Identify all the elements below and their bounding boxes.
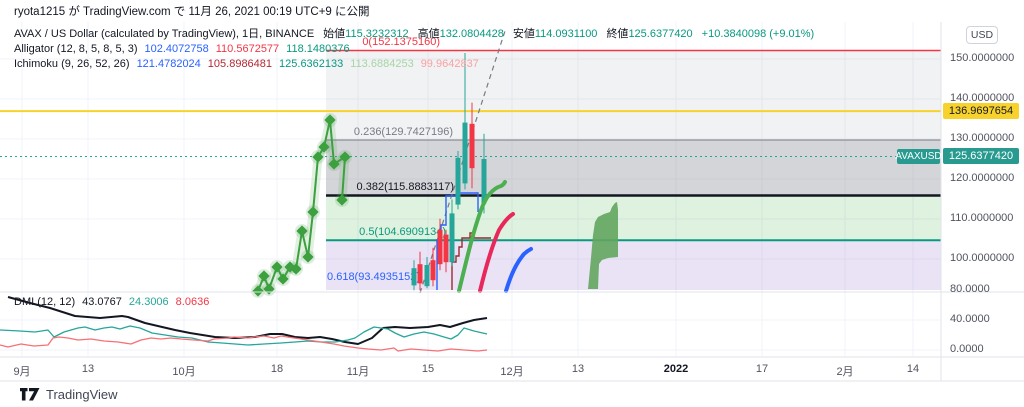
price-tick: 130.0000000 [950,132,1015,144]
alligator-lips-proj [457,180,507,293]
dmi-legend-row[interactable]: DMI (12, 12) 43.0767 24.3006 8.0636 [14,296,210,308]
indicator-value: 105.8986481 [207,58,273,70]
high-value: 高値132.0804428 [417,28,504,40]
indicator-value: 99.9642837 [420,58,479,70]
candle-body [469,123,475,169]
zigzag-diamond-marker [328,158,340,170]
symbol-title: AVAX / US Dollar (calculated by TradingV… [14,28,315,40]
zigzag-diamond-marker [318,141,330,153]
change-value: +10.3840098 (+9.01%) [701,28,815,40]
indicator-value: 43.0767 [82,296,122,308]
tradingview-watermark[interactable]: TradingView [20,387,118,402]
dmi-values: 43.0767 24.3006 8.0636 [75,296,209,308]
time-label: 14 [906,363,920,375]
time-label: 2022 [663,363,689,375]
alligator-jaw-proj [504,247,533,293]
dmi-minus-di-line [0,335,488,352]
candle-body [411,268,417,286]
candle-body [437,229,443,265]
candle-body [481,159,487,204]
time-label: 15 [421,363,435,375]
open-value: 始値115.3232312 [323,28,409,40]
indicator-value: 121.4782024 [136,58,201,70]
publish-attribution: ryota1215 が TradingView.com で 11月 26, 20… [14,6,370,18]
price-label: 136.9697654 [943,103,1019,120]
dmi-tick: 0.0000 [950,343,984,355]
candle-body [449,213,455,263]
tradingview-logo-icon [20,388,40,401]
indicator-value: 125.6362133 [279,58,344,70]
ichimoku-legend-row[interactable]: Ichimoku (9, 26, 52, 26) 121.4782024 105.8… [14,58,479,70]
candle-body [424,265,430,287]
zigzag-diamond-marker [302,251,314,263]
ichimoku-cloud [588,202,618,289]
zigzag-diamond-marker [271,261,283,273]
price-tick: 120.0000000 [950,172,1015,184]
time-label: 13 [81,363,95,375]
close-value: 終値125.6377420 [606,28,693,40]
dmi-tick: 80.0000 [950,283,990,295]
candle-body [462,122,468,184]
candle-body [443,234,449,263]
alligator-teeth-proj [478,212,515,293]
tradingview-logo-text: TradingView [46,387,118,402]
price-label: 125.6377420 [943,148,1019,165]
fib-label-0.5: 0.5(104.6909134) [359,226,446,239]
fib-label-0.236: 0.236(129.7427196) [353,126,453,139]
fib-label-0.382: 0.382(115.8883117) [356,181,454,194]
low-value: 安値114.0931100 [512,28,598,40]
fib-label-0: 0(152.1375160) [362,36,440,49]
zigzag-diamond-marker [296,225,308,237]
currency-toggle-button[interactable]: USD [966,26,998,44]
indicator-value: 8.0636 [175,296,210,308]
candle-body [455,157,461,205]
symbol-legend-row[interactable]: AVAX / US Dollar (calculated by TradingV… [14,27,814,42]
zigzag-diamond-marker [252,285,264,297]
indicator-value: 113.6884253 [350,58,414,70]
fib-band [326,140,941,196]
zigzag-diamond-marker [258,270,270,282]
fib-band [326,50,941,141]
ichimoku-values: 121.4782024 105.8986481 125.6362133 113.688… [130,58,479,70]
zigzag-diamond-marker [312,151,324,163]
indicator-value: 110.5672577 [215,43,280,55]
indicator-value: 102.4072758 [144,43,209,55]
time-label: 10月 [172,366,196,378]
candle-body [417,264,423,284]
dmi-adx-line [7,296,488,345]
time-label: 13 [571,363,585,375]
indicator-value: 24.3006 [128,296,169,308]
price-tick: 150.0000000 [950,52,1015,64]
alligator-legend-row[interactable]: Alligator (12, 8, 5, 8, 5, 3) 102.4072758… [14,43,350,55]
fib-band [326,195,941,241]
time-label: 18 [270,363,284,375]
time-label: 2月 [836,366,854,378]
time-label: 9月 [13,366,31,378]
time-label: 17 [755,363,769,375]
zigzag-diamond-marker [277,273,289,285]
zigzag-diamond-marker [290,263,302,275]
dmi-plus-di-line [0,325,488,346]
symbol-price-tag: AVAXUSD [895,148,942,164]
indicator-legend: AVAX / US Dollar (calculated by TradingV… [14,27,814,72]
time-label: 12月 [500,366,524,378]
candle-body [430,260,436,281]
price-tick: 110.0000000 [950,212,1014,224]
fib-label-0.618: 0.618(93.4935152) [327,271,420,284]
zigzag-diamond-marker [336,194,348,206]
dmi-tick: 40.0000 [950,313,990,325]
price-tick: 100.0000000 [950,252,1015,264]
zigzag-diamond-marker [307,206,319,218]
zigzag-line [257,119,347,292]
price-tick: 140.0000000 [950,92,1015,104]
time-label: 11月 [346,366,370,378]
zigzag-diamond-marker [339,151,351,163]
alligator-values: 102.4072758 110.5672577 118.1480376 [138,43,350,55]
indicator-value: 118.1480376 [286,43,350,55]
